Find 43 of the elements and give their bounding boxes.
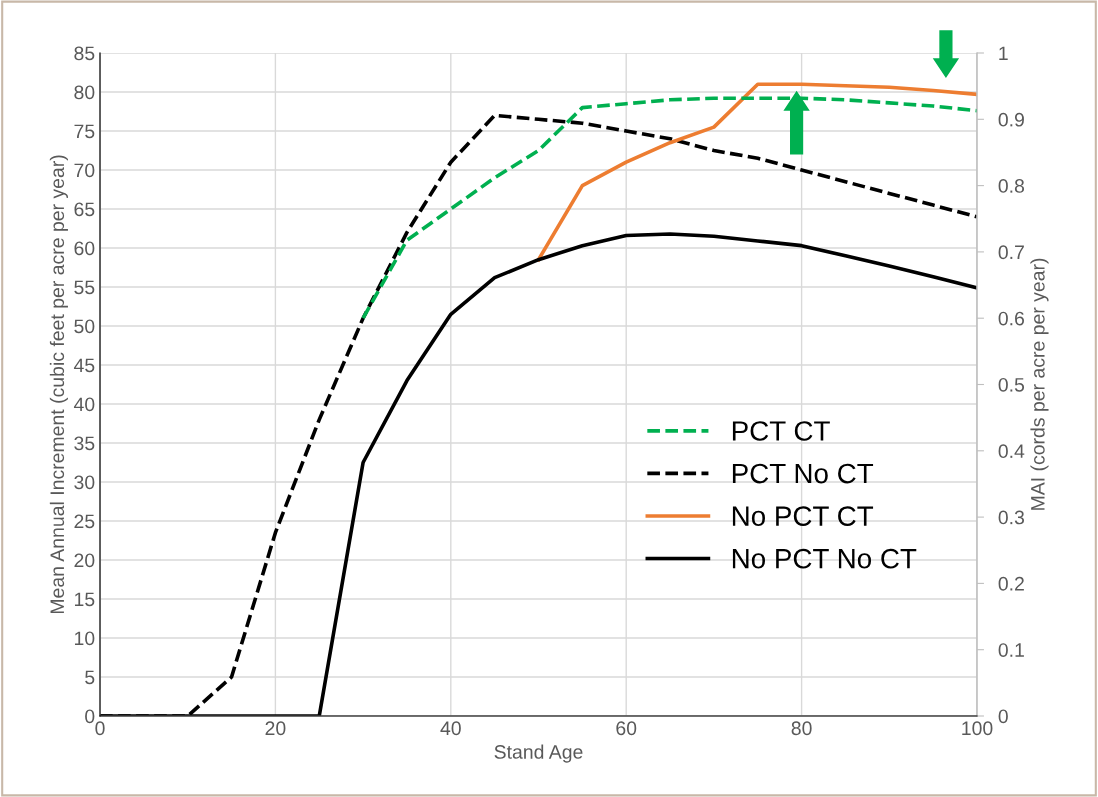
y2-tick-label: 0.3 (998, 510, 1025, 525)
y-tick-label: 50 (74, 319, 95, 334)
y-tick-label: 55 (74, 280, 95, 295)
legend-label: PCT No CT (732, 463, 874, 484)
y-tick-label: 40 (73, 397, 95, 412)
y2-tick-label: 0.9 (998, 112, 1024, 127)
y-tick-label: 20 (74, 553, 95, 568)
x-tick-label: 40 (440, 721, 461, 736)
x-tick-label: 60 (616, 721, 637, 736)
legend-label: No PCT No CT (732, 548, 917, 569)
y-tick-label: 35 (74, 436, 95, 451)
y2-tick-label: 0.7 (998, 245, 1024, 260)
line-series (536, 82, 977, 262)
y-tick-label: 65 (74, 202, 95, 217)
y-tick-label: 75 (74, 124, 95, 139)
y-tick-label: 70 (74, 163, 95, 178)
y2-axis-title: MAI (cords per acre per year) (1030, 258, 1049, 510)
y-tick-label: 30 (74, 475, 95, 490)
x-axis-title: Stand Age (494, 744, 583, 763)
y2-tick-label: 0.2 (998, 576, 1024, 591)
legend-label: No PCT CT (732, 506, 874, 526)
legend-label: PCT CT (732, 421, 830, 441)
y2-tick-label: 0 (998, 709, 1008, 724)
x-tick-label: 80 (791, 721, 812, 736)
y2-tick-label: 0.5 (998, 377, 1025, 392)
y-axis-title: Mean Annual Increment (cubic feet per acre per year) (49, 155, 68, 614)
y-tick-label: 45 (73, 358, 95, 373)
y-tick-label: 0 (85, 709, 95, 724)
x-tick-label: 100 (962, 721, 993, 736)
y2-tick-label: 0.1 (998, 643, 1024, 657)
y2-tick-label: 0.6 (998, 311, 1025, 326)
y2-tick-label: 1 (999, 46, 1008, 61)
y-tick-label: 10 (75, 631, 95, 646)
y-tick-label: 5 (85, 670, 95, 685)
y2-tick-label: 0.4 (998, 444, 1025, 459)
y-tick-label: 60 (74, 241, 95, 256)
y-tick-label: 15 (75, 592, 95, 607)
y-tick-label: 80 (74, 85, 95, 100)
y2-tick-label: 0.8 (998, 179, 1025, 193)
x-tick-label: 0 (95, 721, 105, 736)
y-tick-label: 25 (74, 514, 95, 529)
x-tick-label: 20 (265, 721, 286, 736)
y-tick-label: 85 (74, 46, 95, 61)
